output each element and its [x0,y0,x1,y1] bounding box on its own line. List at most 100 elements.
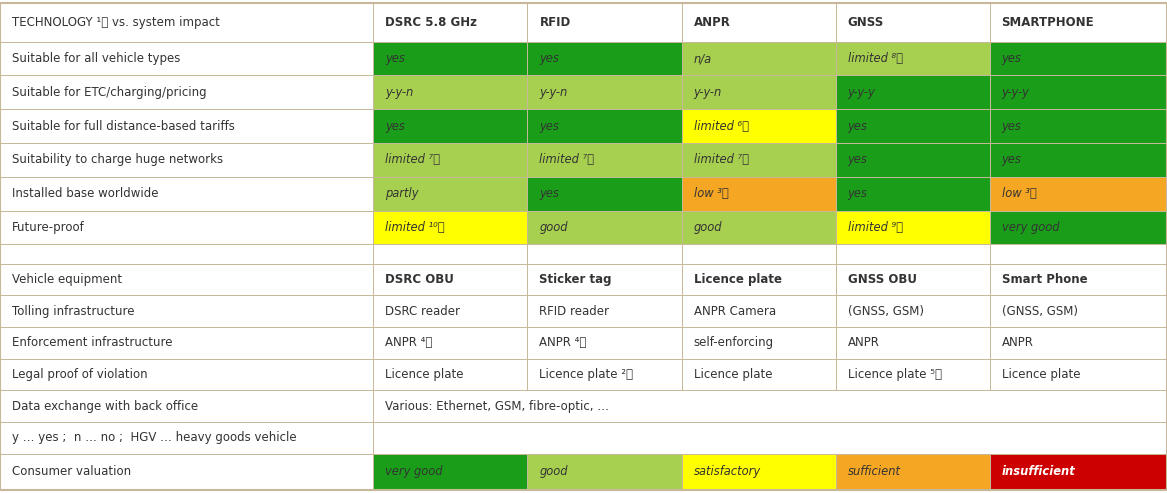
Bar [373,327,527,358]
Text: DSRC reader: DSRC reader [385,305,461,317]
Bar [836,264,990,295]
Text: ANPR: ANPR [847,336,880,349]
Text: limited ⁷⧩: limited ⁷⧩ [539,153,594,166]
Text: ANPR Camera: ANPR Camera [693,305,776,317]
Bar [527,327,682,358]
Bar [836,143,990,177]
Text: SMARTPHONE: SMARTPHONE [1001,16,1095,29]
Text: Licence plate: Licence plate [385,368,464,381]
Text: y-y-y: y-y-y [847,86,875,99]
Bar [373,295,527,327]
Bar [527,75,682,109]
Bar [990,211,1167,245]
Bar [990,41,1167,75]
Text: DSRC OBU: DSRC OBU [385,273,454,286]
Bar [0,75,373,109]
Bar [0,327,373,358]
Bar [373,422,1167,454]
Text: yes: yes [539,52,559,65]
Bar [527,41,682,75]
Bar [682,3,836,41]
Bar [373,75,527,109]
Text: y-y-n: y-y-n [539,86,567,99]
Bar [527,143,682,177]
Text: GNSS: GNSS [847,16,883,29]
Text: very good: very good [1001,221,1060,234]
Text: ANPR ⁴⧩: ANPR ⁴⧩ [539,336,587,349]
Bar [0,177,373,211]
Text: Installed base worldwide: Installed base worldwide [12,187,159,200]
Text: ANPR: ANPR [693,16,731,29]
Bar [373,109,527,143]
Text: satisfactory: satisfactory [693,465,761,478]
Bar [836,41,990,75]
Bar [990,358,1167,390]
Bar [682,358,836,390]
Bar [527,264,682,295]
Text: Various: Ethernet, GSM, fibre-optic, …: Various: Ethernet, GSM, fibre-optic, … [385,399,609,413]
Text: n/a: n/a [693,52,712,65]
Bar [373,264,527,295]
Bar [0,41,373,75]
Bar [990,454,1167,490]
Bar [527,211,682,245]
Bar [682,41,836,75]
Text: yes: yes [1001,120,1021,133]
Text: Licence plate ²⧩: Licence plate ²⧩ [539,368,634,381]
Text: very good: very good [385,465,443,478]
Text: low ³⧩: low ³⧩ [1001,187,1036,200]
Bar [836,327,990,358]
Text: yes: yes [847,153,867,166]
Bar [527,109,682,143]
Text: self-enforcing: self-enforcing [693,336,774,349]
Bar [373,177,527,211]
Bar [836,177,990,211]
Bar [0,109,373,143]
Text: Suitable for ETC/charging/pricing: Suitable for ETC/charging/pricing [12,86,207,99]
Bar [0,390,373,422]
Text: partly: partly [385,187,419,200]
Bar [527,295,682,327]
Bar [836,245,990,264]
Text: good: good [693,221,722,234]
Bar [373,211,527,245]
Bar [990,264,1167,295]
Bar [836,295,990,327]
Bar [990,109,1167,143]
Bar [682,143,836,177]
Bar [990,3,1167,41]
Bar [682,245,836,264]
Text: GNSS OBU: GNSS OBU [847,273,916,286]
Text: y … yes ;  n … no ;  HGV … heavy goods vehicle: y … yes ; n … no ; HGV … heavy goods veh… [12,431,296,444]
Text: yes: yes [539,187,559,200]
Text: RFID: RFID [539,16,571,29]
Text: limited ⁷⧩: limited ⁷⧩ [693,153,748,166]
Text: Suitability to charge huge networks: Suitability to charge huge networks [12,153,223,166]
Text: Suitable for full distance-based tariffs: Suitable for full distance-based tariffs [12,120,235,133]
Text: Licence plate: Licence plate [693,368,773,381]
Bar [373,41,527,75]
Text: Future-proof: Future-proof [12,221,85,234]
Bar [527,454,682,490]
Bar [0,358,373,390]
Text: Sticker tag: Sticker tag [539,273,612,286]
Bar [836,3,990,41]
Text: Suitable for all vehicle types: Suitable for all vehicle types [12,52,181,65]
Text: yes: yes [1001,153,1021,166]
Text: (GNSS, GSM): (GNSS, GSM) [1001,305,1077,317]
Bar [990,143,1167,177]
Text: good: good [539,221,568,234]
Text: Data exchange with back office: Data exchange with back office [12,399,198,413]
Text: Legal proof of violation: Legal proof of violation [12,368,147,381]
Bar [0,245,373,264]
Bar [990,75,1167,109]
Bar [682,454,836,490]
Text: TECHNOLOGY ¹⧩ vs. system impact: TECHNOLOGY ¹⧩ vs. system impact [12,16,219,29]
Bar [0,3,373,41]
Bar [0,295,373,327]
Bar [990,327,1167,358]
Bar [0,422,373,454]
Bar [373,143,527,177]
Bar [990,245,1167,264]
Text: y-y-n: y-y-n [385,86,413,99]
